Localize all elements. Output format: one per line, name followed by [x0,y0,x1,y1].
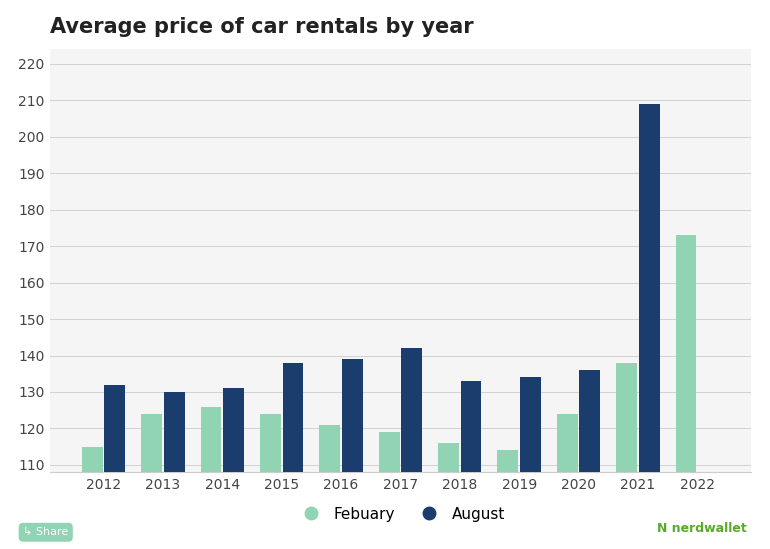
Bar [497,450,518,549]
Bar [260,414,281,549]
Bar [201,407,222,549]
Bar [141,414,162,549]
Bar [520,377,541,549]
Bar [460,381,481,549]
Bar [579,370,600,549]
Bar [82,447,102,549]
Bar [342,359,363,549]
Bar [223,388,244,549]
Bar [320,425,340,549]
Text: ↳ Share: ↳ Share [23,527,69,537]
Bar [164,392,185,549]
Bar [401,348,422,549]
Legend: Febuary, August: Febuary, August [290,501,511,528]
Bar [675,236,696,549]
Bar [616,363,637,549]
Bar [105,385,126,549]
Text: Average price of car rentals by year: Average price of car rentals by year [50,16,474,37]
Bar [639,104,660,549]
Bar [283,363,303,549]
Bar [438,443,459,549]
Text: N nerdwallet: N nerdwallet [657,522,747,535]
Bar [379,432,400,549]
Bar [557,414,578,549]
